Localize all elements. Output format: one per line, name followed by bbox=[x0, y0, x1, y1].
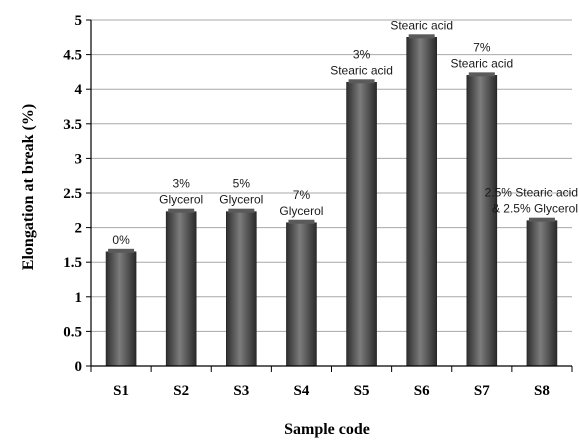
bar-cap bbox=[468, 72, 495, 77]
y-tick-label: 2.5 bbox=[63, 186, 82, 202]
x-axis-title: Sample code bbox=[284, 421, 370, 438]
bar-s8 bbox=[526, 220, 558, 367]
y-axis-title: Elongation at break (%) bbox=[20, 104, 37, 270]
bar-cap bbox=[288, 219, 315, 224]
bar-s5 bbox=[346, 81, 377, 367]
bar-s4 bbox=[286, 222, 317, 367]
bar-s7 bbox=[466, 75, 498, 367]
bar-annotation: 3% bbox=[353, 47, 371, 61]
bar-cap bbox=[408, 34, 435, 39]
x-tick-label: S4 bbox=[294, 383, 310, 399]
y-tick-label: 0.5 bbox=[63, 324, 82, 340]
bar-annotation: Glycerol bbox=[159, 193, 203, 207]
y-tick-label: 3 bbox=[75, 151, 83, 167]
bar-annotations: 0% 3% Glycerol 5% Glycerol 7% Glycerol 3% Steari… bbox=[112, 18, 578, 247]
bar-annotation: Glycerol bbox=[219, 193, 263, 207]
bar-annotation: Stearic acid bbox=[450, 56, 513, 70]
bar-annotation: 2.5% Stearic acid bbox=[485, 186, 578, 200]
bar-annotation: 0% bbox=[112, 233, 130, 247]
bar-annotation: Stearic acid bbox=[330, 63, 393, 77]
bar-cap bbox=[528, 217, 555, 222]
bar-annotation: 7% bbox=[293, 188, 311, 202]
y-tick-label: 2 bbox=[75, 221, 83, 237]
x-tick-label: S8 bbox=[534, 383, 550, 399]
bar-cap bbox=[168, 208, 195, 213]
x-tick-label: S6 bbox=[414, 383, 430, 399]
bar-annotation: & 2.5% Glycerol bbox=[492, 202, 578, 216]
bar-cap bbox=[228, 208, 255, 213]
bar-s6 bbox=[406, 36, 437, 367]
x-tick-label: S7 bbox=[474, 383, 490, 399]
bar-annotation: Stearic acid bbox=[390, 18, 453, 32]
bars bbox=[105, 34, 558, 367]
y-tick-label: 4 bbox=[75, 82, 83, 98]
y-tick-label: 5 bbox=[75, 13, 83, 29]
bar-s2 bbox=[165, 211, 197, 367]
y-tick-label: 4.5 bbox=[63, 48, 82, 64]
bar-annotation: Glycerol bbox=[279, 204, 323, 218]
bar-annotation: 7% bbox=[473, 40, 491, 54]
bar-s3 bbox=[226, 211, 257, 367]
y-tick-labels: 0 0.5 1 1.5 2 2.5 3 3.5 4 4.5 5 bbox=[63, 13, 91, 375]
y-tick-label: 0 bbox=[75, 359, 83, 375]
y-tick-label: 1.5 bbox=[63, 255, 82, 271]
bar-annotation: 3% bbox=[173, 177, 191, 191]
x-tick-label: S3 bbox=[233, 383, 249, 399]
x-tick-label: S2 bbox=[173, 383, 189, 399]
bar-cap bbox=[108, 248, 135, 253]
bar-cap bbox=[348, 79, 375, 84]
x-tick-labels: S1 S2 S3 S4 S5 S6 S7 S8 bbox=[113, 383, 550, 399]
x-tick-label: S1 bbox=[113, 383, 129, 399]
bar-s1 bbox=[105, 251, 137, 367]
x-tick-label: S5 bbox=[354, 383, 370, 399]
bar-annotation: 5% bbox=[233, 177, 251, 191]
y-tick-label: 1 bbox=[75, 290, 83, 306]
y-tick-label: 3.5 bbox=[63, 117, 82, 133]
